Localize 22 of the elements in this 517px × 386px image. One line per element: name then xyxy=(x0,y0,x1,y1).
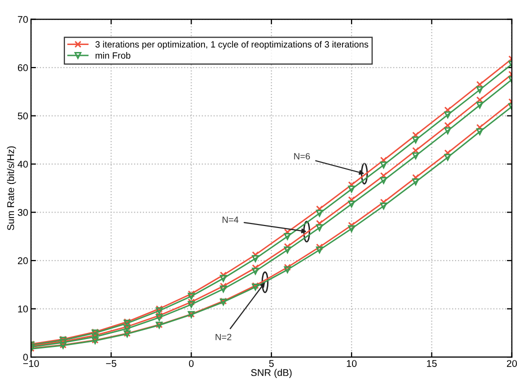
y-axis-title: Sum Rate (bit/s/Hz) xyxy=(6,146,16,230)
x-tick-label: −10 xyxy=(23,360,39,367)
x-tick-label: 10 xyxy=(346,360,357,367)
y-tick-label: 20 xyxy=(18,257,28,264)
y-tick-label: 50 xyxy=(18,112,28,120)
x-tick-label: 15 xyxy=(427,360,437,367)
y-tick-label: 60 xyxy=(18,64,28,72)
annotation: N=6 xyxy=(294,153,310,160)
legend-label: 3 iterations per optimization, 1 cycle of reoptimizations of 3 iterations xyxy=(95,40,368,50)
annotation: N=2 xyxy=(216,334,232,340)
y-tick-label: 10 xyxy=(18,306,28,312)
legend-label: min Frob xyxy=(96,52,130,59)
x-tick-label: 5 xyxy=(269,360,274,367)
y-tick-label: 30 xyxy=(18,209,28,216)
y-tick-label: 0 xyxy=(23,354,28,361)
x-tick-label: −5 xyxy=(106,360,116,367)
y-tick-label: 40 xyxy=(18,160,28,168)
x-tick-label: 20 xyxy=(506,360,517,367)
annotation: N=4 xyxy=(222,216,238,223)
x-tick-label: 0 xyxy=(188,360,194,367)
y-tick-label: 70 xyxy=(18,16,28,23)
x-axis-title: SNR (dB) xyxy=(251,368,292,378)
